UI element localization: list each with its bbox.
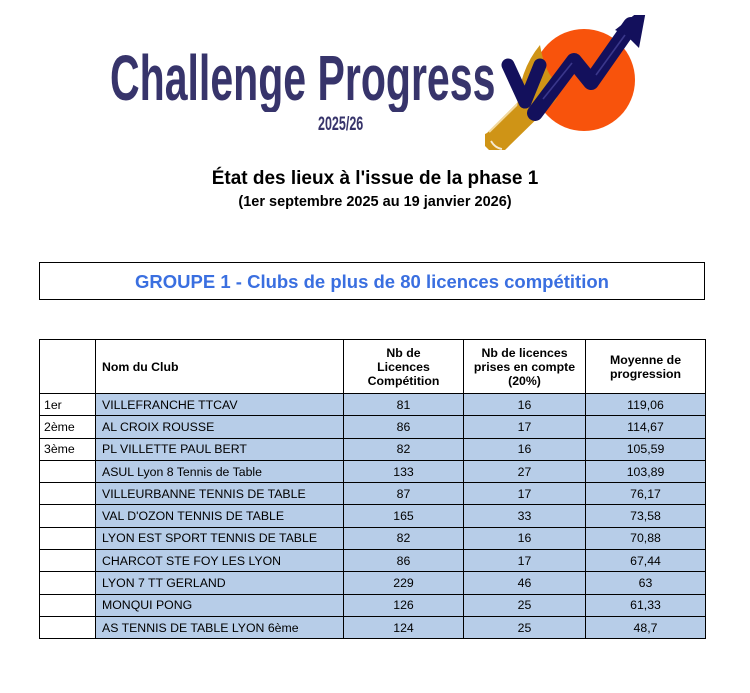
svg-text:Challenge Progress: Challenge Progress <box>110 43 495 112</box>
svg-text:2025/26: 2025/26 <box>318 113 363 134</box>
